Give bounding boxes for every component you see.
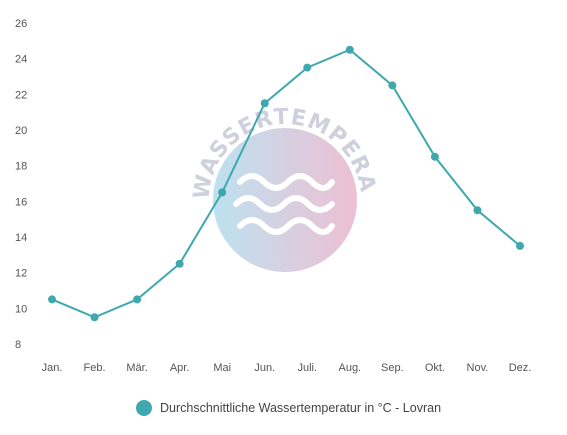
legend[interactable]: Durchschnittliche Wassertemperatur in °C…: [136, 400, 441, 416]
data-point[interactable]: [175, 259, 184, 268]
x-tick-label: Mär.: [126, 362, 147, 374]
x-tick-label: Juli.: [297, 362, 317, 374]
y-tick-label: 16: [15, 196, 27, 208]
data-point[interactable]: [90, 313, 99, 322]
watermark-logo: WASSERTEMPERATUR.ORG: [0, 0, 379, 272]
y-tick-label: 20: [15, 125, 27, 137]
data-point[interactable]: [430, 152, 439, 161]
x-tick-label: Apr.: [170, 362, 190, 374]
data-point[interactable]: [48, 295, 56, 304]
data-point[interactable]: [303, 63, 312, 72]
series-line: [51, 48, 521, 319]
x-tick-label: Okt.: [425, 362, 445, 374]
y-axis: 8 10 12 14 16 18 20 22 24 26: [15, 18, 27, 351]
x-tick-label: Sep.: [381, 362, 404, 374]
x-tick-label: Aug.: [338, 362, 361, 374]
y-tick-label: 24: [15, 54, 27, 66]
x-tick-label: Mai: [213, 362, 231, 374]
series-group: [48, 45, 524, 322]
x-tick-label: Dez.: [509, 362, 532, 374]
data-point[interactable]: [516, 241, 524, 250]
x-tick-label: Nov.: [467, 362, 489, 374]
data-point[interactable]: [260, 99, 269, 108]
y-tick-label: 26: [15, 18, 27, 30]
legend-swatch: [136, 400, 152, 416]
y-tick-label: 22: [15, 89, 27, 101]
y-tick-label: 12: [15, 268, 27, 280]
x-tick-label: Feb.: [84, 362, 106, 374]
x-tick-label: Jun.: [254, 362, 275, 374]
y-tick-label: 8: [15, 339, 21, 351]
y-tick-label: 10: [15, 303, 27, 315]
legend-label: Durchschnittliche Wassertemperatur in °C…: [160, 401, 442, 415]
x-tick-label: Jan.: [42, 362, 63, 374]
data-point[interactable]: [345, 45, 354, 54]
y-tick-label: 18: [15, 161, 27, 173]
x-axis: Jan. Feb. Mär. Apr. Mai Jun. Juli. Aug. Sep. Okt.…: [42, 362, 532, 374]
data-point[interactable]: [473, 206, 482, 215]
data-point[interactable]: [218, 188, 227, 197]
data-point[interactable]: [133, 295, 142, 304]
y-tick-label: 14: [15, 232, 27, 244]
data-point[interactable]: [388, 81, 397, 90]
